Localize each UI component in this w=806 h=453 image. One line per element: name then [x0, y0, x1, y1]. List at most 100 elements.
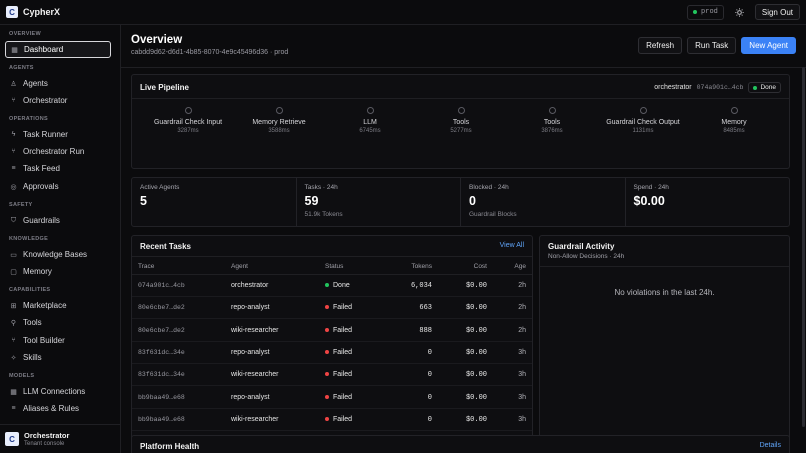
col-age[interactable]: Age: [514, 263, 526, 270]
user-icon: ♙: [10, 80, 17, 88]
sidebar-item-memory[interactable]: ▢ Memory: [5, 263, 111, 280]
cell-cost: $0.00: [465, 282, 487, 290]
sidebar-item-tools[interactable]: ⚲ Tools: [5, 314, 111, 331]
status-dot: [325, 394, 329, 399]
guardrail-title: Guardrail Activity: [548, 242, 615, 251]
col-tokens[interactable]: Tokens: [411, 263, 432, 270]
sidebar-item-task-feed[interactable]: ≡ Task Feed: [5, 160, 111, 177]
table-header: Trace Agent Status Tokens Cost Age: [132, 256, 532, 275]
sidebar-item-label: Tool Builder: [23, 336, 65, 345]
step-dot: [184, 107, 192, 114]
table-row[interactable]: 80e6cbe7…de2 wiki-researcher Failed 888 $0.0…: [132, 320, 532, 342]
brand-name: CypherX: [23, 7, 61, 17]
sidebar-item-orchestrator[interactable]: ⑂ Orchestrator: [5, 92, 111, 109]
table-row[interactable]: 83f631dc…34e repo-analyst Failed 0 $0.00 3h: [132, 342, 532, 364]
cell-status: Done: [325, 282, 350, 289]
sidebar-item-dashboard[interactable]: ▦ Dashboard: [5, 41, 111, 58]
list-icon: ≡: [11, 165, 16, 172]
cell-trace[interactable]: bb9baa49…e68: [138, 415, 185, 423]
col-agent[interactable]: Agent: [231, 263, 248, 270]
table-row[interactable]: 074a901c…4cb orchestrator Done 6,034 $0.00 2h: [132, 275, 532, 297]
step-dot: [366, 107, 374, 114]
main-content: Overview cabdd9d62-d6d1-4b85-8070-4e9c45…: [121, 25, 806, 453]
cell-tokens: 0: [427, 393, 432, 402]
step-dot: [730, 107, 738, 114]
step-name: Guardrail Check Input: [153, 119, 223, 126]
refresh-button[interactable]: Refresh: [638, 37, 683, 54]
pipeline-step[interactable]: Memory 8485ms: [684, 107, 784, 134]
pipeline-step[interactable]: Guardrail Check Output 1131ms: [593, 107, 693, 134]
cell-trace[interactable]: 80e6cbe7…de2: [138, 304, 185, 312]
guardrail-divider: [540, 266, 789, 267]
cell-tokens: 6,034: [410, 282, 432, 290]
sidebar-item-aliases-rules[interactable]: ≡ Aliases & Rules: [5, 400, 111, 417]
col-trace[interactable]: Trace: [138, 263, 155, 270]
cell-trace[interactable]: 80e6cbe7…de2: [138, 326, 185, 334]
cell-tokens: 0: [427, 415, 432, 424]
table-row[interactable]: 80e6cbe7…de2 repo-analyst Failed 663 $0.00 2h: [132, 297, 532, 320]
status-label: Failed: [333, 371, 353, 379]
sidebar-item-skills[interactable]: ✧ Skills: [5, 349, 111, 366]
table-row[interactable]: bb9baa49…e68 repo-analyst Failed 0 $0.00 3h: [132, 387, 532, 409]
sidebar-item-orchestrator-run[interactable]: ⑂ Orchestrator Run: [5, 143, 111, 160]
status-dot: [325, 372, 329, 377]
stat-label: Active Agents: [140, 184, 180, 191]
grid-icon: ▦: [10, 388, 17, 396]
status-label: Failed: [333, 393, 353, 401]
avatar: C: [5, 432, 19, 446]
env-badge[interactable]: prod: [687, 4, 724, 20]
sign-out-button[interactable]: Sign Out: [754, 4, 800, 20]
sidebar-item-agents[interactable]: ♙ Agents: [5, 75, 111, 92]
table-row[interactable]: bb9baa49…e68 wiki-researcher Failed 0 $0.00 3…: [132, 409, 532, 431]
cell-cost: $0.00: [465, 304, 487, 313]
step-time: 8485ms: [723, 128, 745, 134]
cell-trace[interactable]: bb9baa49…e68: [138, 393, 185, 401]
sidebar-item-llm-connections[interactable]: ▦ LLM Connections: [5, 383, 111, 400]
health-details-link[interactable]: Details: [759, 442, 781, 449]
run-task-button[interactable]: Run Task: [687, 37, 737, 54]
col-status[interactable]: Status: [325, 263, 344, 270]
table-row[interactable]: 83f631dc…34e wiki-researcher Failed 0 $0.00 3…: [132, 364, 532, 387]
guardrail-activity-card: Guardrail Activity Non-Allow Decisions ·…: [539, 235, 790, 453]
branch-icon: ⑂: [11, 337, 16, 344]
cell-status: Failed: [325, 349, 352, 356]
nav-section-operations: OPERATIONS: [9, 116, 48, 122]
grid-icon: ▦: [11, 46, 18, 54]
cell-trace[interactable]: 83f631dc…34e: [138, 348, 185, 356]
theme-toggle[interactable]: [732, 5, 747, 20]
cell-age: 2h: [518, 282, 526, 289]
cell-status: Failed: [325, 394, 352, 401]
status-dot: [325, 350, 329, 355]
tenant-switcher[interactable]: C Orchestrator Tenant console: [0, 424, 121, 453]
sidebar-item-task-runner[interactable]: ϟ Task Runner: [5, 126, 111, 143]
pipeline-step[interactable]: LLM 6745ms: [320, 107, 420, 134]
cell-trace[interactable]: 074a901c…4cb: [138, 282, 185, 289]
nav-section-models: MODELS: [9, 373, 35, 379]
branch-icon: ⑂: [11, 148, 16, 155]
step-time: 5277ms: [450, 128, 472, 134]
sidebar-item-guardrails[interactable]: ⛉ Guardrails: [5, 212, 111, 229]
sidebar-item-knowledge-bases[interactable]: ▭ Knowledge Bases: [5, 246, 111, 263]
stats-card: Active Agents 5 Tasks · 24h 59 51.9k Tok…: [131, 177, 790, 227]
pipeline-step[interactable]: Tools 5277ms: [411, 107, 511, 134]
pipeline-step[interactable]: Tools 3876ms: [502, 107, 602, 134]
sidebar-item-tool-builder[interactable]: ⑂ Tool Builder: [5, 332, 111, 349]
pipeline-step[interactable]: Guardrail Check Input 3287ms: [138, 107, 238, 134]
new-agent-button[interactable]: New Agent: [741, 37, 796, 54]
cell-trace[interactable]: 83f631dc…34e: [138, 371, 185, 379]
nav-section-capabilities: CAPABILITIES: [9, 287, 51, 293]
step-time: 3287ms: [177, 128, 199, 134]
cell-tokens: 663: [419, 304, 432, 313]
step-time: 3588ms: [268, 128, 290, 134]
sidebar-item-approvals[interactable]: ◎ Approvals: [5, 178, 111, 195]
col-cost[interactable]: Cost: [473, 263, 487, 270]
pipeline-trace[interactable]: 074a901c…4cb: [696, 84, 744, 91]
main-scrollbar[interactable]: [802, 67, 805, 427]
page-subtitle: cabdd9d62-d6d1-4b85-8070-4e9c45496d36 · …: [131, 49, 289, 56]
view-all-link[interactable]: View All: [499, 242, 524, 249]
sidebar-item-marketplace[interactable]: ⊞ Marketplace: [5, 297, 111, 314]
nav-section-overview: OVERVIEW: [9, 31, 41, 37]
platform-health-title: Platform Health: [140, 442, 200, 451]
sidebar-item-label: Marketplace: [23, 301, 67, 310]
pipeline-step[interactable]: Memory Retrieve 3588ms: [229, 107, 329, 134]
